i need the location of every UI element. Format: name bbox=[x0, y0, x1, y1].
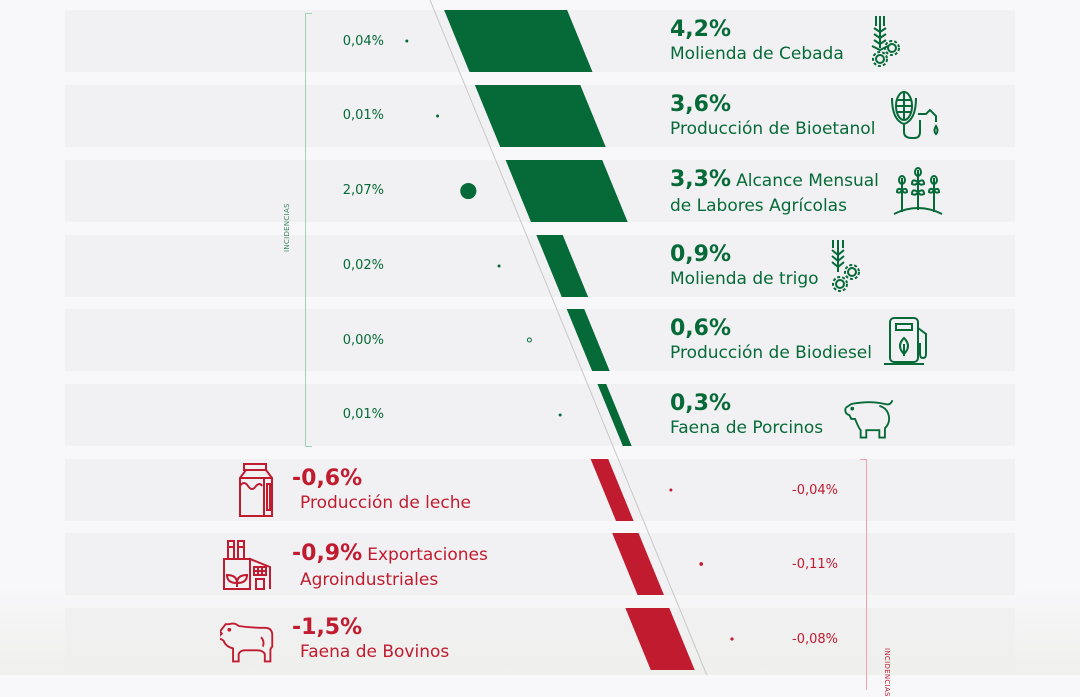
category-name: Producción de leche bbox=[300, 493, 471, 513]
category-label: -0,6% Producción de leche bbox=[292, 466, 471, 516]
value-label: 3,3% bbox=[670, 167, 732, 192]
diagonal-axis-line bbox=[429, 0, 708, 675]
value-label: -0,9% bbox=[292, 541, 363, 566]
incidence-dot bbox=[497, 264, 501, 268]
incidence-dot bbox=[669, 488, 673, 492]
value-label: 4,2% bbox=[670, 17, 732, 42]
bar-negative bbox=[625, 608, 695, 670]
corn-fuel-pump-icon bbox=[891, 91, 939, 139]
row-background bbox=[65, 309, 1015, 371]
category-label: 0,6% Producción de Biodiesel bbox=[670, 316, 872, 366]
value-label: 0,6% bbox=[670, 316, 732, 341]
crops-icon bbox=[893, 167, 943, 215]
incidence-dot bbox=[436, 114, 440, 118]
incidence-label: 0,02% bbox=[342, 258, 384, 273]
incidence-label: -0,11% bbox=[792, 557, 838, 572]
category-label: 0,3% Faena de Porcinos bbox=[670, 391, 823, 441]
bio-fuel-pump-icon bbox=[884, 317, 927, 365]
category-name-cont: Agroindustriales bbox=[300, 570, 439, 590]
category-name: Exportaciones bbox=[367, 545, 488, 565]
incidence-axis-label-negative: INCIDENCIAS bbox=[883, 648, 891, 697]
value-label: 0,3% bbox=[670, 391, 732, 416]
category-label: 3,6% Producción de Bioetanol bbox=[670, 92, 875, 142]
incidence-dot bbox=[460, 182, 477, 200]
category-name: Molienda de Cebada bbox=[670, 44, 844, 64]
bar-positive bbox=[566, 309, 610, 371]
incidence-dot bbox=[730, 637, 734, 641]
incidence-dot bbox=[526, 337, 532, 343]
wheat-gears-icon bbox=[831, 240, 860, 292]
category-name-cont: de Labores Agrícolas bbox=[670, 196, 847, 216]
bar-positive bbox=[474, 85, 606, 147]
incidence-dot bbox=[405, 39, 409, 43]
bar-negative bbox=[612, 533, 664, 595]
axis-label-text: INCIDENCIAS bbox=[283, 203, 291, 252]
category-name: Molienda de trigo bbox=[670, 269, 819, 289]
incidence-label: 0,01% bbox=[342, 407, 384, 422]
incidence-dot bbox=[558, 413, 562, 417]
value-label: -1,5% bbox=[292, 615, 363, 640]
category-label: 0,9% Molienda de trigo bbox=[670, 242, 819, 292]
incidence-label: 0,04% bbox=[342, 34, 384, 49]
bar-positive bbox=[505, 160, 628, 222]
value-label: -0,6% bbox=[292, 466, 363, 491]
barley-gears-icon bbox=[871, 16, 900, 67]
bar-chart bbox=[405, 0, 734, 675]
bar-negative bbox=[590, 459, 634, 521]
incidence-label: 0,01% bbox=[342, 108, 384, 123]
cow-icon bbox=[220, 622, 274, 663]
category-label: 3,3% Alcance Mensual de Labores Agrícola… bbox=[670, 167, 879, 219]
bar-positive bbox=[536, 235, 589, 297]
milk-carton-icon bbox=[239, 463, 273, 517]
incidence-label: -0,08% bbox=[792, 632, 838, 647]
category-name: Alcance Mensual bbox=[736, 171, 879, 191]
category-label: 4,2% Molienda de Cebada bbox=[670, 17, 844, 67]
incidence-label: 0,00% bbox=[342, 333, 384, 348]
category-name: Faena de Bovinos bbox=[300, 642, 450, 662]
incidence-bracket-negative bbox=[860, 459, 867, 690]
bar-positive bbox=[444, 10, 593, 72]
category-name: Faena de Porcinos bbox=[670, 418, 824, 438]
incidence-label: 2,07% bbox=[342, 183, 384, 198]
category-name: Producción de Bioetanol bbox=[670, 119, 876, 139]
category-name: Producción de Biodiesel bbox=[670, 343, 872, 363]
category-label: -0,9% Exportaciones Agroindustriales bbox=[292, 541, 488, 593]
factory-icon bbox=[223, 540, 271, 590]
row-background bbox=[65, 459, 1015, 521]
row-background bbox=[65, 384, 1015, 446]
category-label: -1,5% Faena de Bovinos bbox=[292, 615, 449, 665]
pig-icon bbox=[844, 399, 894, 439]
incidence-bracket-positive bbox=[305, 13, 312, 447]
value-label: 3,6% bbox=[670, 92, 732, 117]
bar-positive bbox=[597, 384, 632, 446]
incidence-label: -0,04% bbox=[792, 483, 838, 498]
incidence-dot bbox=[699, 562, 704, 566]
value-label: 0,9% bbox=[670, 242, 732, 267]
